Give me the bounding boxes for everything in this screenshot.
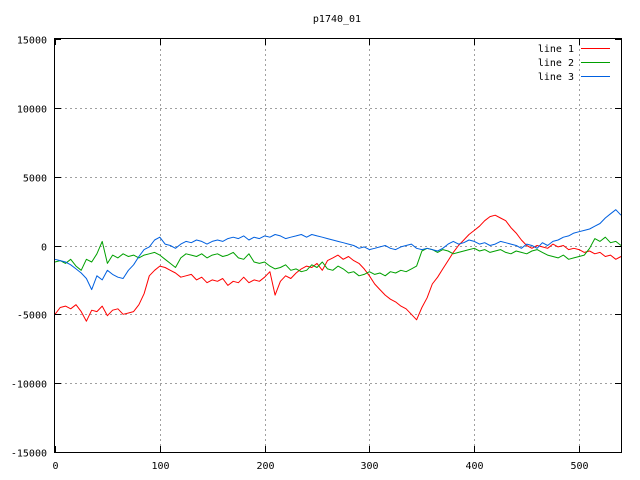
x-tick-label: 500 (570, 461, 588, 472)
legend-label: line 3 (538, 72, 574, 83)
x-tick-label: 100 (151, 461, 169, 472)
legend: line 1 line 2 line 3 (538, 44, 610, 83)
plot-frame (54, 38, 622, 453)
legend-label: line 1 (538, 44, 574, 55)
x-tick-label: 300 (360, 461, 378, 472)
series-lines (54, 209, 622, 322)
legend-label: line 2 (538, 58, 574, 69)
y-tick-label: 10000 (17, 105, 47, 116)
y-tick-label: 0 (41, 243, 47, 254)
chart-title: p1740_01 (313, 14, 361, 25)
y-axis-ticks: -15000 -10000 -5000 0 5000 10000 15000 (11, 36, 621, 460)
series-line-2-line (54, 236, 622, 277)
y-tick-label: 15000 (17, 36, 47, 47)
series-line-3-line (54, 209, 622, 291)
y-tick-label: -10000 (11, 380, 47, 391)
y-tick-label: -5000 (17, 311, 47, 322)
x-tick-label: 200 (256, 461, 274, 472)
x-axis-ticks: 0 100 200 300 400 500 (52, 39, 589, 472)
y-tick-label: -15000 (11, 449, 47, 460)
y-tick-label: 5000 (23, 174, 47, 185)
series-line-1-line (54, 214, 622, 322)
x-tick-label: 400 (465, 461, 483, 472)
x-tick-label: 0 (52, 461, 58, 472)
grid-lines (55, 39, 621, 452)
